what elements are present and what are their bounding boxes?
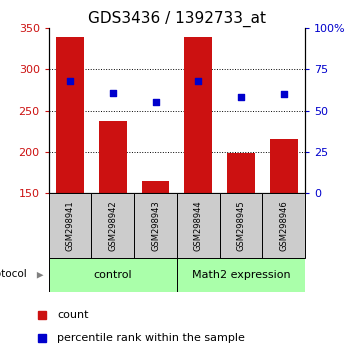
Text: GSM298944: GSM298944 xyxy=(194,200,203,251)
Bar xyxy=(262,193,305,258)
Bar xyxy=(49,258,177,292)
Bar xyxy=(142,181,169,193)
Point xyxy=(110,90,116,95)
Bar xyxy=(177,258,305,292)
Text: count: count xyxy=(57,309,88,320)
Text: GSM298943: GSM298943 xyxy=(151,200,160,251)
Bar xyxy=(56,36,84,193)
Text: GSM298946: GSM298946 xyxy=(279,200,288,251)
Bar xyxy=(227,153,255,193)
Bar xyxy=(270,139,297,193)
Point xyxy=(281,91,287,97)
Bar xyxy=(134,193,177,258)
Bar xyxy=(177,193,219,258)
Bar xyxy=(184,36,212,193)
Bar xyxy=(49,193,91,258)
Point xyxy=(238,95,244,100)
Text: GSM298942: GSM298942 xyxy=(108,200,117,251)
Text: percentile rank within the sample: percentile rank within the sample xyxy=(57,333,245,343)
Text: GSM298941: GSM298941 xyxy=(66,200,75,251)
Bar xyxy=(219,193,262,258)
Bar xyxy=(99,121,127,193)
Text: GSM298945: GSM298945 xyxy=(236,200,245,251)
Point xyxy=(195,78,201,84)
Point xyxy=(67,78,73,84)
Text: Math2 expression: Math2 expression xyxy=(192,270,290,280)
Text: protocol: protocol xyxy=(0,269,27,279)
Point xyxy=(153,99,158,104)
Bar xyxy=(91,193,134,258)
Text: control: control xyxy=(93,270,132,280)
Title: GDS3436 / 1392733_at: GDS3436 / 1392733_at xyxy=(88,11,266,27)
